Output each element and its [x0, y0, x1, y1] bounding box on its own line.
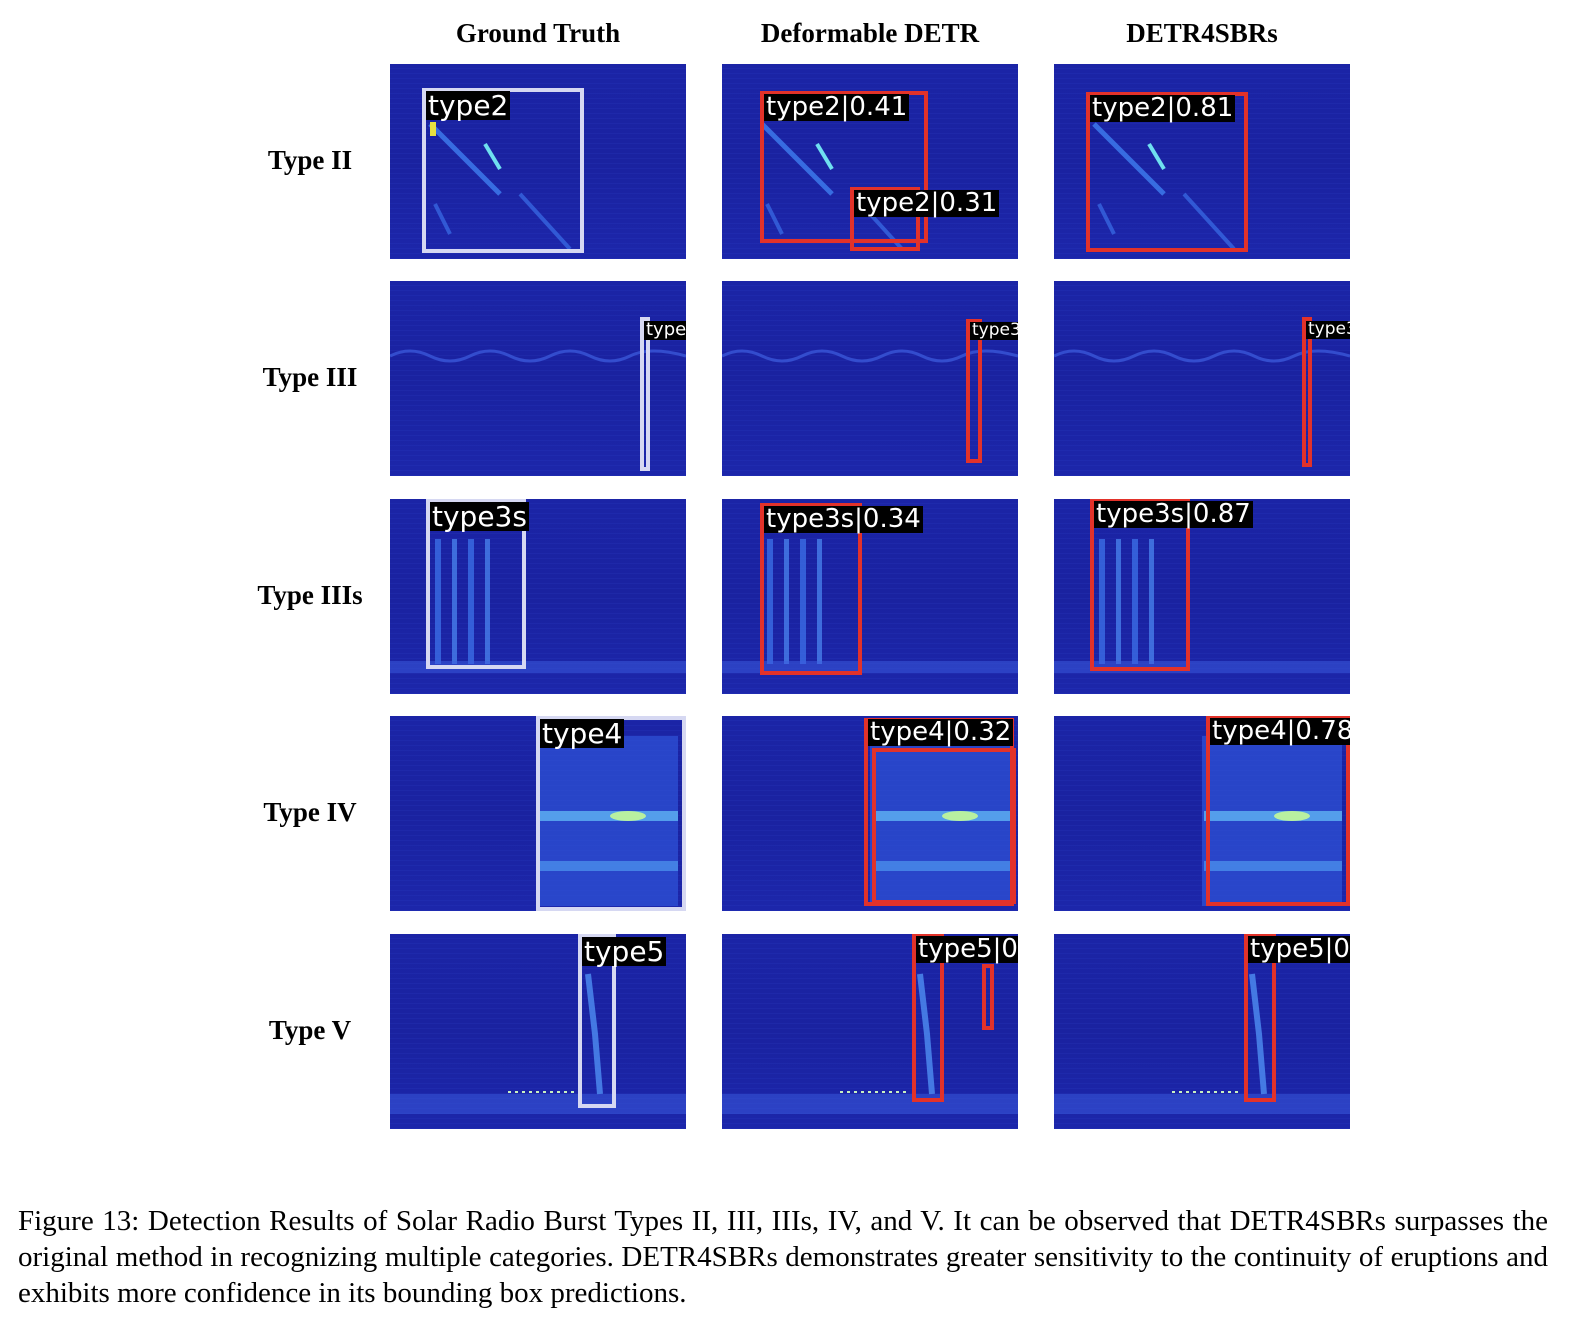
- label-type5-ours: type5|0: [1248, 934, 1350, 964]
- pred-box-type4-b: [872, 748, 1016, 904]
- gt-box-type4: [536, 716, 686, 911]
- burst-pattern: [722, 539, 1018, 673]
- row-header-type-v: Type V: [268, 1015, 352, 1045]
- gt-box-type3: [640, 317, 650, 471]
- column-header-ground-truth: Ground Truth: [455, 18, 621, 48]
- label-type5-def: type5|0: [916, 934, 1018, 964]
- pred-box-type3: [1302, 317, 1312, 467]
- burst-pattern: [538, 736, 678, 906]
- pred-box-type3: [966, 319, 982, 463]
- row-header-type-ii: Type II: [267, 145, 353, 175]
- burst-pattern: [390, 349, 686, 363]
- spectrogram-type3s-ground-truth: type3s: [390, 499, 686, 694]
- label-type4-gt: type4: [540, 717, 625, 750]
- row-header-type-iiis: Type IIIs: [257, 580, 363, 610]
- row-header-type-iv: Type IV: [263, 797, 357, 827]
- label-type4-ours: type4|0.78: [1210, 717, 1350, 746]
- gt-box-type2: [422, 88, 584, 253]
- spectrogram-type5-detr4sbrs: type5|0: [1054, 934, 1350, 1129]
- pred-box-type3s: [760, 503, 862, 675]
- spectrogram-type2-deformable-detr: type2|0.41 type2|0.31: [722, 64, 1018, 259]
- column-header-deformable-detr: Deformable DETR: [760, 18, 980, 48]
- burst-pattern: [1202, 736, 1342, 906]
- gt-box-type3s: [426, 499, 526, 669]
- burst-pattern: [1054, 973, 1350, 1114]
- spectrogram-type4-detr4sbrs: type4|0.78: [1054, 716, 1350, 911]
- label-type5-gt: type5: [582, 935, 667, 968]
- label-type2-gt: type2: [426, 89, 511, 122]
- label-type3-ours: type3: [1306, 320, 1350, 339]
- label-type3s-gt: type3s: [430, 500, 529, 533]
- pred-box-type2: [1086, 92, 1248, 252]
- burst-pattern: [1092, 122, 1236, 251]
- row-header-type-iii: Type III: [262, 362, 358, 392]
- burst-pattern: [722, 973, 1018, 1114]
- spectrogram-type3s-detr4sbrs: type3s|0.87: [1054, 499, 1350, 694]
- pred-box-type2-a: [760, 91, 928, 243]
- burst-pattern: [1054, 349, 1350, 363]
- spectrogram-type3-deformable-detr: type3: [722, 281, 1018, 476]
- burst-pattern: [390, 539, 686, 673]
- label-type2-ours: type2|0.81: [1090, 93, 1236, 123]
- spectrogram-type5-ground-truth: type5: [390, 934, 686, 1129]
- label-type2-def-a: type2|0.41: [764, 92, 910, 122]
- burst-pattern: [870, 736, 1010, 906]
- spectrogram-type4-deformable-detr: type4|0.32: [722, 716, 1018, 911]
- label-type3s-ours: type3s|0.87: [1094, 499, 1253, 529]
- column-header-detr4sbrs: DETR4SBRs: [1126, 18, 1278, 48]
- spectrogram-type3-ground-truth: type: [390, 281, 686, 476]
- spectrogram-type4-ground-truth: type4: [390, 716, 686, 911]
- figure-caption: Figure 13: Detection Results of Solar Ra…: [18, 1205, 1548, 1309]
- burst-pattern: [722, 349, 1018, 363]
- label-type3s-def: type3s|0.34: [764, 504, 923, 534]
- spectrogram-type3-detr4sbrs: type3: [1054, 281, 1350, 476]
- spectrogram-type2-ground-truth: type2: [390, 64, 686, 259]
- pred-box-type5-b: [982, 964, 994, 1030]
- pred-box-type2-b: [850, 187, 920, 251]
- label-type3-gt: type: [644, 320, 686, 340]
- spectrogram-type5-deformable-detr: type5|0: [722, 934, 1018, 1129]
- gt-box-type5: [578, 934, 616, 1108]
- spectrogram-type2-detr4sbrs: type2|0.81: [1054, 64, 1350, 259]
- label-type2-def-b: type2|0.31: [854, 188, 1000, 218]
- label-type4-def: type4|0.32: [868, 717, 1014, 747]
- label-type3-def: type3: [970, 321, 1018, 340]
- burst-pattern: [428, 122, 572, 251]
- spectrogram-type3s-deformable-detr: type3s|0.34: [722, 499, 1018, 694]
